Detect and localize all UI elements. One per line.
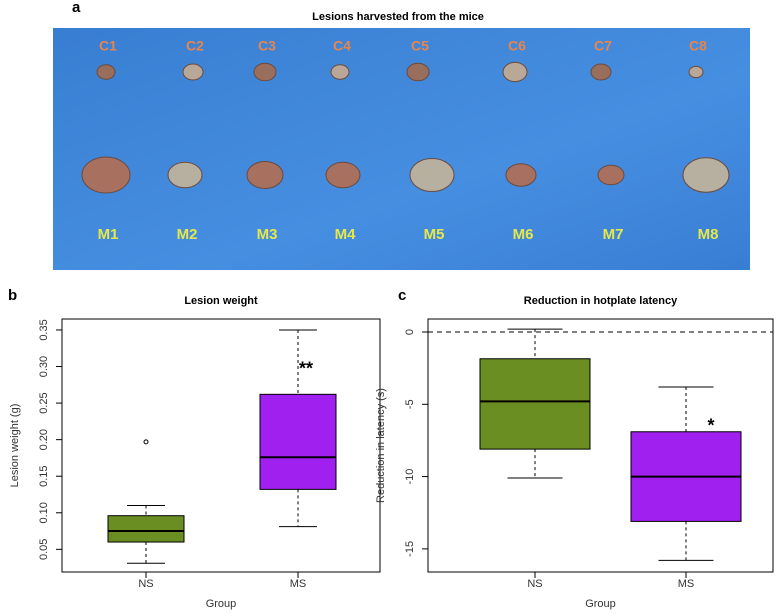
model-label: M3 — [257, 226, 278, 243]
lesion — [246, 161, 284, 189]
model-label: M6 — [513, 226, 534, 243]
control-label: C3 — [258, 38, 276, 54]
chart-title: Lesion weight — [184, 295, 258, 307]
box — [107, 515, 185, 543]
control-label: C7 — [594, 38, 612, 54]
control-label: C5 — [411, 38, 429, 54]
photo-title: Lesions harvested from the mice — [312, 11, 484, 23]
plot-frame — [61, 318, 381, 573]
y-tick-label: 0.30 — [38, 356, 50, 377]
y-tick-label: -5 — [404, 399, 416, 409]
panel-label: b — [8, 287, 17, 304]
model-label: M7 — [603, 226, 624, 243]
lesion — [330, 64, 350, 80]
y-tick-label: 0.25 — [38, 392, 50, 413]
lesion — [182, 63, 204, 81]
control-label: C2 — [186, 38, 204, 54]
box — [259, 393, 337, 490]
photo-shade — [53, 28, 750, 270]
control-label: C8 — [689, 38, 707, 54]
box — [479, 358, 591, 450]
y-tick-label: 0.35 — [38, 319, 50, 340]
y-tick-label: 0.20 — [38, 429, 50, 450]
outlier — [143, 439, 149, 445]
lesion — [597, 164, 625, 186]
panel-label: c — [398, 287, 406, 304]
lesion — [167, 161, 203, 189]
model-label: M2 — [177, 226, 198, 243]
annotation: ** — [299, 359, 313, 379]
x-tick-label: MS — [290, 578, 307, 590]
lesion — [505, 163, 537, 187]
lesion — [688, 65, 704, 79]
x-axis-label: Group — [585, 598, 616, 610]
model-label: M8 — [698, 226, 719, 243]
lesion — [502, 61, 528, 83]
y-tick-label: 0 — [404, 329, 416, 335]
lesion — [81, 156, 131, 194]
lesion — [682, 157, 730, 193]
model-label: M4 — [335, 226, 356, 243]
y-tick-label: -15 — [404, 541, 416, 557]
y-tick-label: 0.05 — [38, 539, 50, 560]
x-tick-label: NS — [527, 578, 542, 590]
chart-title: Reduction in hotplate latency — [524, 295, 678, 307]
plot-frame — [427, 318, 774, 573]
y-tick-label: 0.10 — [38, 502, 50, 523]
y-tick-label: 0.15 — [38, 466, 50, 487]
control-label: C6 — [508, 38, 526, 54]
model-label: M1 — [98, 226, 119, 243]
x-tick-label: NS — [138, 578, 153, 590]
lesion — [253, 62, 277, 82]
x-axis-label: Group — [206, 598, 237, 610]
model-label: M5 — [424, 226, 445, 243]
y-tick-label: -10 — [404, 469, 416, 485]
panel-label: a — [72, 0, 81, 16]
y-axis-label: Lesion weight (g) — [9, 404, 21, 488]
lesion — [96, 64, 116, 80]
y-axis-label: Reduction in latency (s) — [375, 388, 387, 503]
annotation: * — [707, 416, 714, 436]
lesion — [409, 158, 455, 192]
lesion — [406, 62, 430, 82]
lesion — [590, 63, 612, 81]
x-tick-label: MS — [678, 578, 695, 590]
lesion — [325, 161, 361, 189]
control-label: C4 — [333, 38, 351, 54]
control-label: C1 — [99, 38, 117, 54]
